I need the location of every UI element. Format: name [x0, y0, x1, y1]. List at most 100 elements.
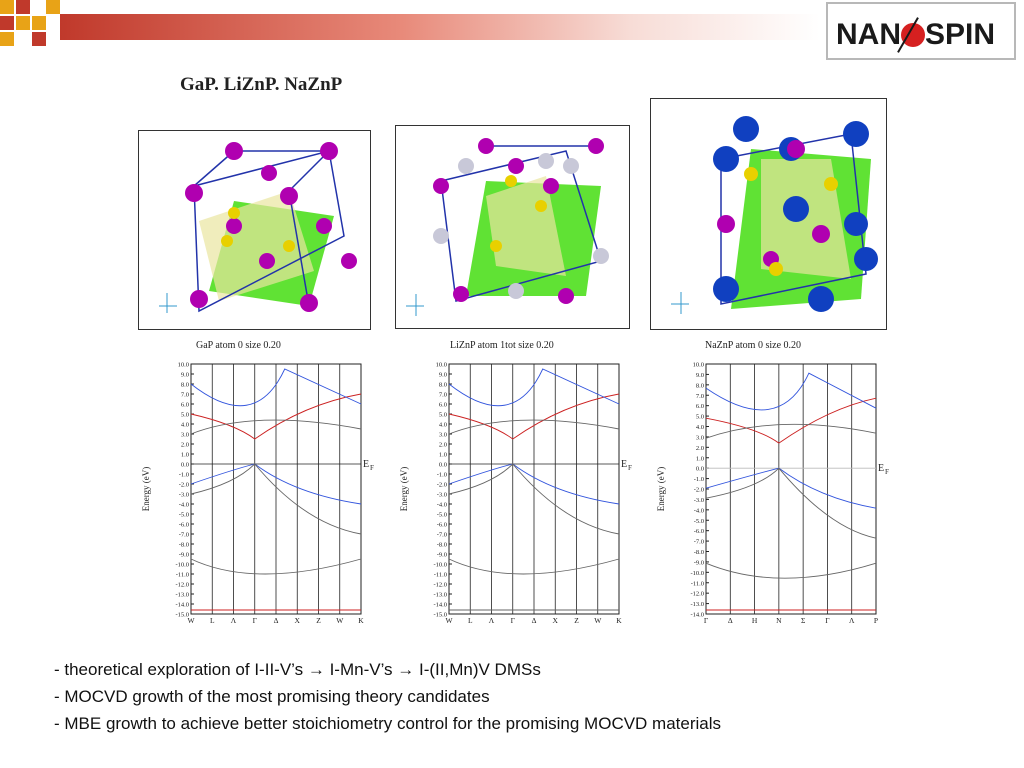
y-tick-label: -12.0: [175, 582, 189, 589]
band-curve: [448, 393, 620, 440]
band-curve: [448, 558, 620, 575]
y-tick-label: 9.0: [181, 372, 189, 379]
y-tick-label: -7.0: [694, 539, 704, 546]
band-structure-liznp: 10.0 9.0 8.0 7.0 6.0 5.0 4.0 3.0 2.0 1.0 0.0 -1.0 -2…: [393, 358, 643, 632]
y-tick-label: -2.0: [437, 482, 447, 489]
y-tick-label: 1.0: [439, 452, 447, 459]
band-curve: [190, 419, 362, 435]
y-tick-label: 8.0: [181, 382, 189, 389]
x-tick-label: K: [358, 616, 364, 625]
y-tick-label: -13.0: [433, 592, 447, 599]
x-tick-label: Σ: [801, 616, 805, 625]
structure-caption-naznp: NaZnP atom 0 size 0.20: [705, 340, 802, 351]
band-curve: [705, 467, 877, 539]
structure-panel-naznp: [650, 98, 887, 330]
y-tick-label: 7.0: [439, 392, 447, 399]
y-tick-label: -3.0: [437, 492, 447, 499]
y-axis-label: Energy (eV): [656, 467, 666, 512]
band-curve: [448, 419, 620, 435]
structure-panel-liznp: [395, 125, 630, 329]
y-tick-label: -6.0: [437, 522, 447, 529]
band-structure-gap: 10.0 9.0 8.0 7.0 6.0 5.0 4.0 3.0 2.0 1.0 0.0 -1.0 -2…: [135, 358, 385, 632]
y-tick-label: -10.0: [690, 570, 704, 577]
y-tick-label: 5.0: [696, 414, 704, 421]
y-tick-label: -9.0: [437, 552, 447, 559]
y-tick-label: -14.0: [433, 602, 447, 609]
y-tick-label: 1.0: [181, 452, 189, 459]
y-tick-label: 2.0: [181, 442, 189, 449]
band-plot-liznp: 10.0 9.0 8.0 7.0 6.0 5.0 4.0 3.0 2.0 1.0 0.0 -1.0 -2…: [399, 362, 632, 626]
band-curve: [705, 423, 877, 439]
y-tick-label: -4.0: [179, 502, 189, 509]
y-tick-label: 3.0: [696, 434, 704, 441]
y-tick-label: -11.0: [434, 572, 447, 579]
x-tick-label: H: [752, 616, 758, 625]
y-tick-label: -2.0: [179, 482, 189, 489]
band-curve: [190, 558, 362, 575]
band-plot-naznp: 10.0 9.0 8.0 7.0 6.0 5.0 4.0 3.0 2.0 1.0 0.0 -1.0 -2…: [656, 362, 889, 626]
y-tick-label: -2.0: [694, 487, 704, 494]
bullet-item: - MOCVD growth of the most promising the…: [54, 687, 490, 706]
corner-square-gold: [16, 16, 30, 30]
y-tick-label: -1.0: [179, 472, 189, 479]
band-curve: [190, 463, 362, 535]
y-tick-label: -12.0: [433, 582, 447, 589]
plot-frame: [705, 363, 877, 615]
x-tick-label: L: [468, 616, 473, 625]
y-tick-label: -5.0: [694, 518, 704, 525]
y-tick-label: 1.0: [696, 455, 704, 462]
y-tick-label: 0.0: [439, 462, 447, 469]
slide-title: GaP. LiZnP. NaZnP: [180, 74, 343, 95]
x-tick-label: Δ: [728, 616, 733, 625]
structure-caption-liznp: LiZnP atom 1tot size 0.20: [450, 340, 554, 351]
x-tick-label: Δ: [532, 616, 537, 625]
band-curve: [190, 368, 362, 407]
y-tick-label: -1.0: [437, 472, 447, 479]
y-axis-label: Energy (eV): [141, 467, 151, 512]
gap-crystal-image: [159, 142, 357, 313]
x-tick-label: Γ: [704, 616, 709, 625]
band-curve: [705, 467, 877, 509]
y-tick-label: -10.0: [175, 562, 189, 569]
liznp-crystal-image: [406, 138, 609, 316]
structure-caption-gap: GaP atom 0 size 0.20: [196, 340, 281, 351]
x-tick-label: X: [295, 616, 301, 625]
fermi-label: E: [878, 463, 884, 474]
y-tick-label: -12.0: [690, 591, 704, 598]
x-tick-label: Λ: [489, 616, 495, 625]
y-tick-label: 0.0: [181, 462, 189, 469]
x-tick-label: Z: [316, 616, 321, 625]
corner-square-gold: [0, 0, 14, 14]
bullet-list: - theoretical exploration of I-II-V’s → …: [54, 656, 721, 737]
x-tick-label: N: [776, 616, 782, 625]
corner-square-red: [16, 0, 30, 14]
y-tick-label: 9.0: [696, 372, 704, 379]
band-curve: [705, 372, 877, 411]
x-tick-label: Γ: [253, 616, 258, 625]
y-tick-label: -9.0: [694, 559, 704, 566]
band-curve: [448, 463, 620, 535]
band-plot-gap: 10.0 9.0 8.0 7.0 6.0 5.0 4.0 3.0 2.0 1.0 0.0 -1.0 -2…: [141, 362, 374, 626]
y-tick-label: -5.0: [437, 512, 447, 519]
y-tick-label: -6.0: [694, 528, 704, 535]
y-tick-label: 5.0: [439, 412, 447, 419]
y-tick-label: -14.0: [175, 602, 189, 609]
y-tick-label: -8.0: [437, 542, 447, 549]
y-tick-label: -3.0: [179, 492, 189, 499]
bullet-item: - MBE growth to achieve better stoichiom…: [54, 714, 722, 733]
y-tick-label: 8.0: [439, 382, 447, 389]
y-tick-label: -3.0: [694, 497, 704, 504]
y-tick-label: -11.0: [691, 580, 704, 587]
y-tick-label: 4.0: [696, 424, 704, 431]
x-tick-label: W: [187, 616, 195, 625]
y-tick-label: -13.0: [175, 592, 189, 599]
x-tick-label: Γ: [511, 616, 516, 625]
y-tick-label: -14.0: [690, 612, 704, 619]
x-tick-label: X: [553, 616, 559, 625]
y-tick-label: 2.0: [696, 445, 704, 452]
y-tick-label: 6.0: [181, 402, 189, 409]
y-tick-label: -15.0: [433, 612, 447, 619]
fermi-label-subscript: F: [628, 464, 632, 472]
header-gradient-bar: [60, 14, 820, 40]
y-tick-label: 2.0: [439, 442, 447, 449]
